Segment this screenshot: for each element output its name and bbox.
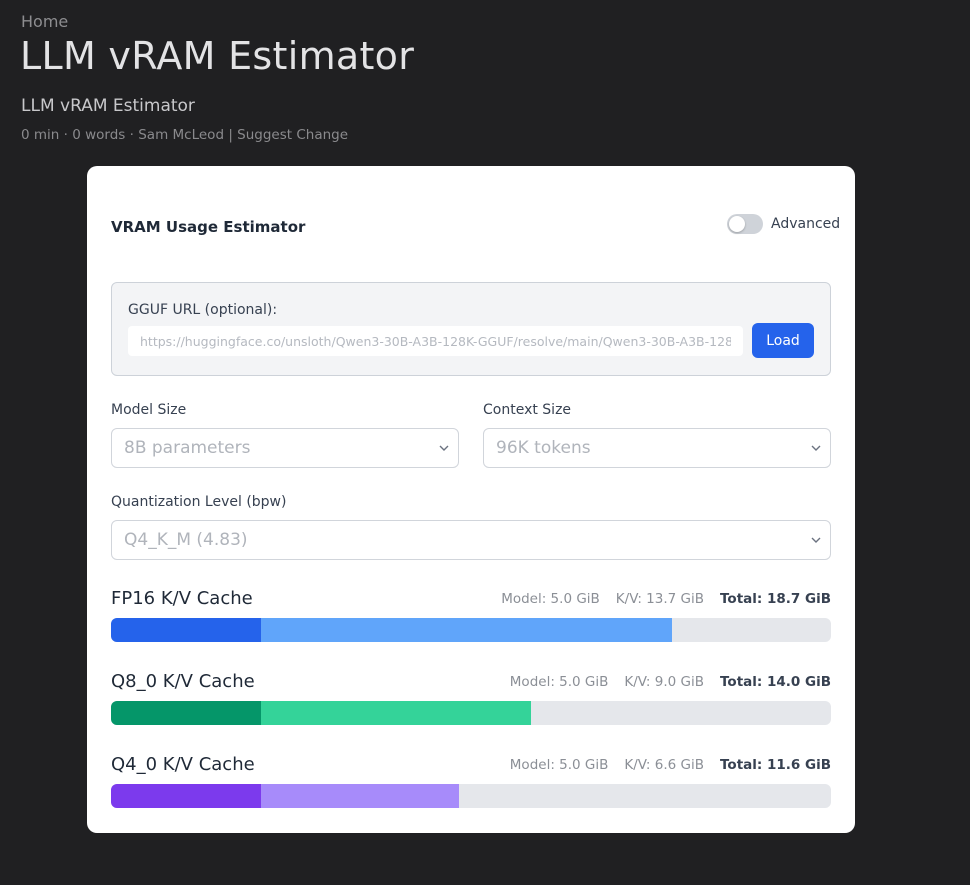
quantization-select[interactable]: Q4_K_M (4.83) <box>111 520 831 560</box>
gguf-url-section: GGUF URL (optional): Load <box>111 282 831 376</box>
reading-time: 0 min <box>21 127 60 143</box>
suggest-change-link[interactable]: Suggest Change <box>237 127 349 143</box>
meta-pipe: | <box>228 127 233 143</box>
author-link[interactable]: Sam McLeod <box>138 127 225 143</box>
gguf-url-input[interactable] <box>128 326 743 356</box>
cache-stats: Model: 5.0 GiB K/V: 6.6 GiB Total: 11.6 … <box>510 757 831 773</box>
estimator-card: VRAM Usage Estimator Advanced GGUF URL (… <box>87 166 855 833</box>
gguf-url-label: GGUF URL (optional): <box>128 302 278 318</box>
model-usage: Model: 5.0 GiB <box>509 674 609 690</box>
model-segment <box>111 784 261 808</box>
word-count: 0 words <box>72 127 126 143</box>
cache-stats: Model: 5.0 GiB K/V: 9.0 GiB Total: 14.0 … <box>510 674 831 690</box>
quantization-label: Quantization Level (bpw) <box>111 494 287 510</box>
advanced-label: Advanced <box>771 216 841 232</box>
context-size-select[interactable]: 96K tokens <box>483 428 831 468</box>
page-title: LLM vRAM Estimator <box>20 34 415 78</box>
advanced-toggle-group: Advanced <box>727 214 840 234</box>
context-size-label: Context Size <box>483 402 572 418</box>
kv-usage: K/V: 13.7 GiB <box>615 591 704 607</box>
usage-bar <box>111 618 831 642</box>
model-segment <box>111 618 261 642</box>
total-usage: Total: 11.6 GiB <box>720 757 831 773</box>
model-size-select[interactable]: 8B parameters <box>111 428 459 468</box>
model-usage: Model: 5.0 GiB <box>509 757 609 773</box>
estimator-title: VRAM Usage Estimator <box>111 218 306 236</box>
toggle-knob <box>729 216 745 232</box>
kv-segment <box>261 784 459 808</box>
post-meta: 0 min · 0 words · Sam McLeod | Suggest C… <box>21 127 348 143</box>
cache-title: Q8_0 K/V Cache <box>111 671 255 692</box>
page-subtitle: LLM vRAM Estimator <box>21 96 195 116</box>
chevron-down-icon <box>439 445 449 451</box>
advanced-toggle[interactable] <box>727 214 763 234</box>
chevron-down-icon <box>811 445 821 451</box>
meta-separator: · <box>129 127 134 143</box>
model-usage: Model: 5.0 GiB <box>501 591 600 607</box>
kv-usage: K/V: 9.0 GiB <box>624 674 704 690</box>
total-usage: Total: 14.0 GiB <box>720 674 831 690</box>
usage-bar <box>111 701 831 725</box>
model-size-label: Model Size <box>111 402 187 418</box>
model-size-value: 8B parameters <box>124 438 251 458</box>
context-size-value: 96K tokens <box>496 438 591 458</box>
kv-segment <box>261 618 672 642</box>
kv-segment <box>261 701 531 725</box>
chevron-down-icon <box>811 537 821 543</box>
kv-usage: K/V: 6.6 GiB <box>624 757 704 773</box>
usage-bar <box>111 784 831 808</box>
total-usage: Total: 18.7 GiB <box>720 591 831 607</box>
cache-stats: Model: 5.0 GiB K/V: 13.7 GiB Total: 18.7… <box>501 591 831 607</box>
quantization-value: Q4_K_M (4.83) <box>124 530 248 550</box>
meta-separator: · <box>63 127 68 143</box>
cache-title: Q4_0 K/V Cache <box>111 754 255 775</box>
load-button[interactable]: Load <box>752 323 814 358</box>
cache-title: FP16 K/V Cache <box>111 588 253 609</box>
breadcrumb-home[interactable]: Home <box>21 12 69 31</box>
model-segment <box>111 701 261 725</box>
